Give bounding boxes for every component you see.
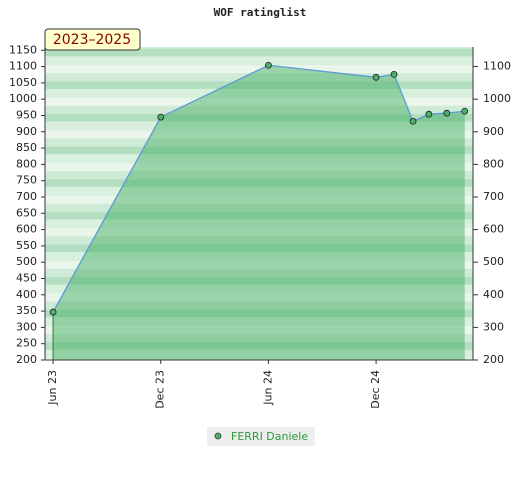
y-tick-label: 450 [16, 271, 37, 284]
point [49, 308, 57, 316]
y2-tick-label: 200 [483, 353, 504, 366]
y-tick-label: 950 [16, 108, 37, 121]
y-tick-label: 700 [16, 190, 37, 203]
y2-tick-label: 500 [483, 255, 504, 268]
point [425, 110, 433, 118]
y2-tick-label: 300 [483, 320, 504, 333]
badge: 2023–2025 [53, 32, 131, 48]
legend [207, 427, 315, 446]
point [372, 73, 380, 81]
x-tick-label: Jun 23 [46, 370, 59, 406]
plot-background [45, 47, 473, 360]
x-tick-label: Dec 23 [154, 370, 167, 409]
area-fill [53, 65, 465, 360]
y-tick-label: 750 [16, 174, 37, 187]
y-tick-label: 1000 [9, 92, 37, 105]
y2-tick-label: 700 [483, 190, 504, 203]
y-tick-label: 850 [16, 141, 37, 154]
y-tick-label: 1150 [9, 43, 37, 56]
point [409, 117, 417, 125]
y2-tick-label: 900 [483, 125, 504, 138]
point [461, 107, 469, 115]
y-tick-label: 1050 [9, 76, 37, 89]
point [390, 70, 398, 78]
y-tick-label: 550 [16, 239, 37, 252]
y-tick-label: 500 [16, 255, 37, 268]
y-tick-label: 400 [16, 288, 37, 301]
y2-tick-label: 400 [483, 288, 504, 301]
y-tick-label: 800 [16, 157, 37, 170]
y-tick-label: 600 [16, 223, 37, 236]
y-tick-label: 650 [16, 206, 37, 219]
chart-title: WOF ratinglist [214, 6, 307, 19]
legend-marker [214, 432, 222, 440]
point [443, 109, 451, 117]
point [265, 61, 272, 69]
y2-tick-label: 600 [483, 223, 504, 236]
y2-tick-label: 800 [483, 157, 504, 170]
y-tick-label: 1100 [9, 60, 37, 73]
point [157, 113, 165, 121]
x-tick-label: Dec 24 [369, 370, 382, 409]
y-tick-label: 300 [16, 320, 37, 333]
y-tick-label: 900 [16, 125, 37, 138]
y-tick-label: 350 [16, 304, 37, 317]
y2-tick-label: 1000 [483, 92, 511, 105]
badge-box [44, 28, 141, 51]
x-tick-label: Jun 24 [261, 370, 274, 406]
y-tick-label: 250 [16, 337, 37, 350]
y2-tick-label: 1100 [483, 60, 511, 73]
y-tick-label: 200 [16, 353, 37, 366]
legend-label: FERRI Daniele [231, 430, 308, 443]
